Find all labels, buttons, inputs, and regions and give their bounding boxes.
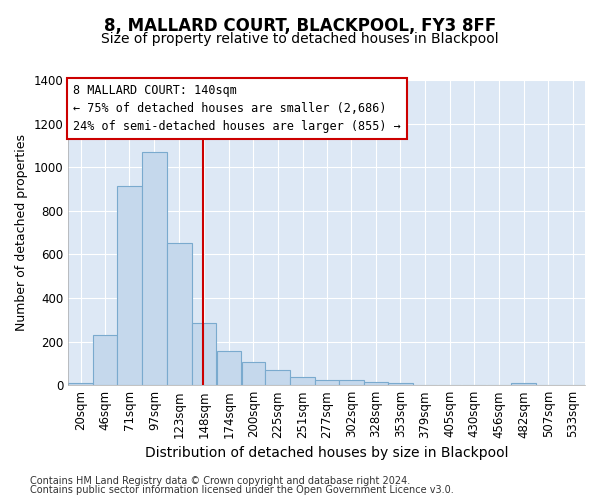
Y-axis label: Number of detached properties: Number of detached properties <box>15 134 28 331</box>
Bar <box>339 380 364 385</box>
Text: 8 MALLARD COURT: 140sqm
← 75% of detached houses are smaller (2,686)
24% of semi: 8 MALLARD COURT: 140sqm ← 75% of detache… <box>73 84 401 134</box>
X-axis label: Distribution of detached houses by size in Blackpool: Distribution of detached houses by size … <box>145 446 508 460</box>
Bar <box>388 382 413 385</box>
Bar <box>290 377 315 385</box>
Bar <box>511 382 536 385</box>
Bar <box>217 350 241 385</box>
Text: Size of property relative to detached houses in Blackpool: Size of property relative to detached ho… <box>101 32 499 46</box>
Bar <box>167 244 191 385</box>
Bar <box>68 382 93 385</box>
Bar <box>93 336 117 385</box>
Bar <box>265 370 290 385</box>
Bar <box>192 323 217 385</box>
Text: Contains public sector information licensed under the Open Government Licence v3: Contains public sector information licen… <box>30 485 454 495</box>
Bar <box>364 382 388 385</box>
Text: Contains HM Land Registry data © Crown copyright and database right 2024.: Contains HM Land Registry data © Crown c… <box>30 476 410 486</box>
Text: 8, MALLARD COURT, BLACKPOOL, FY3 8FF: 8, MALLARD COURT, BLACKPOOL, FY3 8FF <box>104 18 496 36</box>
Bar <box>315 380 339 385</box>
Bar <box>117 186 142 385</box>
Bar <box>142 152 167 385</box>
Bar <box>242 362 265 385</box>
